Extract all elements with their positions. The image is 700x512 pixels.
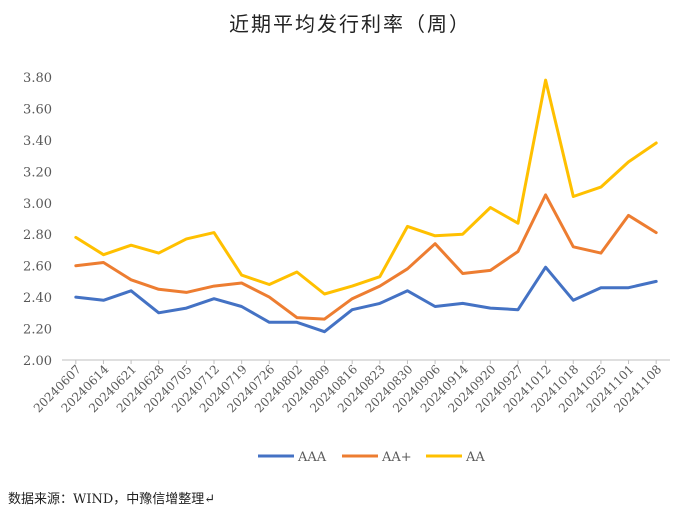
source-note: 数据来源：WIND，中豫信增整理↵ — [8, 492, 216, 507]
y-tick-label: 2.60 — [23, 260, 52, 275]
y-tick-label: 3.80 — [23, 71, 52, 86]
y-tick-label: 2.00 — [23, 354, 52, 369]
series-line-aa-plus — [74, 193, 658, 321]
legend-label-aa-plus: AA+ — [381, 450, 412, 465]
legend-label-aa: AA — [465, 450, 485, 465]
y-tick-label: 2.20 — [23, 323, 52, 338]
chart-title: 近期平均发行利率（周） — [229, 12, 471, 36]
series-line-aaa — [74, 265, 658, 334]
y-tick-label: 2.40 — [23, 291, 52, 306]
y-tick-label: 3.00 — [23, 197, 52, 212]
y-tick-label: 3.40 — [23, 134, 52, 149]
y-tick-label: 3.20 — [23, 165, 52, 180]
legend-label-aaa: AAA — [297, 450, 327, 465]
y-tick-label: 2.80 — [23, 228, 52, 243]
y-tick-label: 3.60 — [23, 102, 52, 117]
series-line-aa — [74, 78, 658, 296]
